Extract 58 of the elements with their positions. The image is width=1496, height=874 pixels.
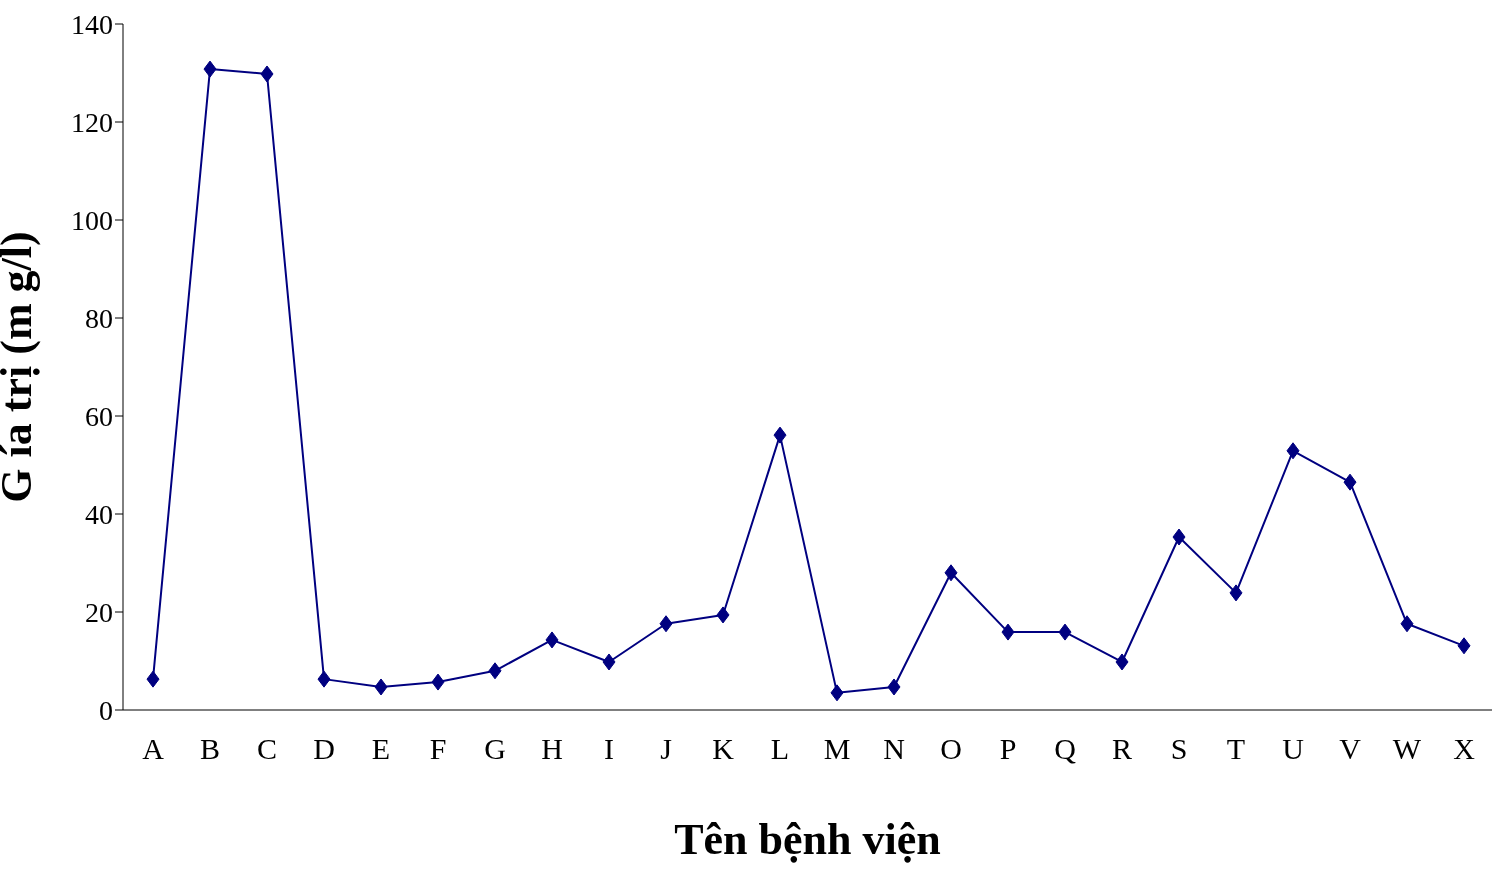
x-tick-label: P — [999, 732, 1017, 766]
x-tick-label: N — [883, 732, 905, 766]
y-axis-title: G ía trị (m g/l) — [0, 231, 41, 503]
point — [887, 678, 901, 696]
x-tick-label: H — [541, 732, 563, 766]
y-tick-label: 60 — [85, 400, 113, 432]
x-tick-label: S — [1170, 732, 1188, 766]
x-tick-label: V — [1339, 732, 1362, 766]
point — [146, 670, 160, 688]
x-tick-label: T — [1226, 732, 1246, 766]
x-tick-label: L — [770, 732, 790, 766]
point — [1001, 623, 1015, 641]
y-tick-label: 40 — [85, 498, 113, 530]
point — [1115, 653, 1129, 671]
y-tick-label: 20 — [85, 596, 113, 628]
y-tick-label: 80 — [85, 302, 113, 334]
x-tick-label: K — [712, 732, 735, 766]
y-tick-label: 120 — [71, 106, 113, 138]
x-tick-label: F — [429, 732, 447, 766]
point — [374, 678, 388, 696]
x-tick-label: U — [1282, 732, 1305, 766]
x-tick-label: I — [604, 732, 614, 766]
x-tick-label: O — [940, 732, 962, 766]
x-tick-label: M — [823, 732, 851, 766]
x-tick-label: R — [1111, 732, 1133, 766]
point — [1343, 473, 1357, 491]
point — [944, 564, 958, 582]
point — [1172, 528, 1186, 546]
point — [1058, 623, 1072, 641]
y-tick-label: 140 — [71, 8, 113, 40]
x-tick-label: D — [313, 732, 335, 766]
y-tick-label: 0 — [99, 694, 113, 726]
point — [545, 631, 559, 649]
point — [488, 662, 502, 680]
point — [773, 426, 787, 444]
point — [1400, 615, 1414, 633]
x-tick-label: C — [256, 732, 278, 766]
point — [1229, 584, 1243, 602]
x-tick-label: Q — [1054, 732, 1077, 766]
point — [203, 60, 217, 78]
y-tick-label: 100 — [71, 204, 113, 236]
point — [431, 673, 445, 691]
point — [317, 670, 331, 688]
point — [602, 653, 616, 671]
point — [260, 65, 274, 83]
point — [1457, 637, 1471, 655]
x-tick-label: W — [1392, 732, 1422, 766]
point — [1286, 442, 1300, 460]
x-tick-label: J — [660, 732, 673, 766]
point — [716, 606, 730, 624]
x-tick-label: E — [371, 732, 391, 766]
x-tick-label: A — [142, 732, 165, 766]
x-tick-label: G — [484, 732, 506, 766]
point — [830, 684, 844, 702]
point — [659, 615, 673, 633]
x-tick-label: B — [199, 732, 221, 766]
x-tick-label: X — [1453, 732, 1476, 766]
x-axis-title: Tên bệnh viện — [674, 815, 941, 864]
